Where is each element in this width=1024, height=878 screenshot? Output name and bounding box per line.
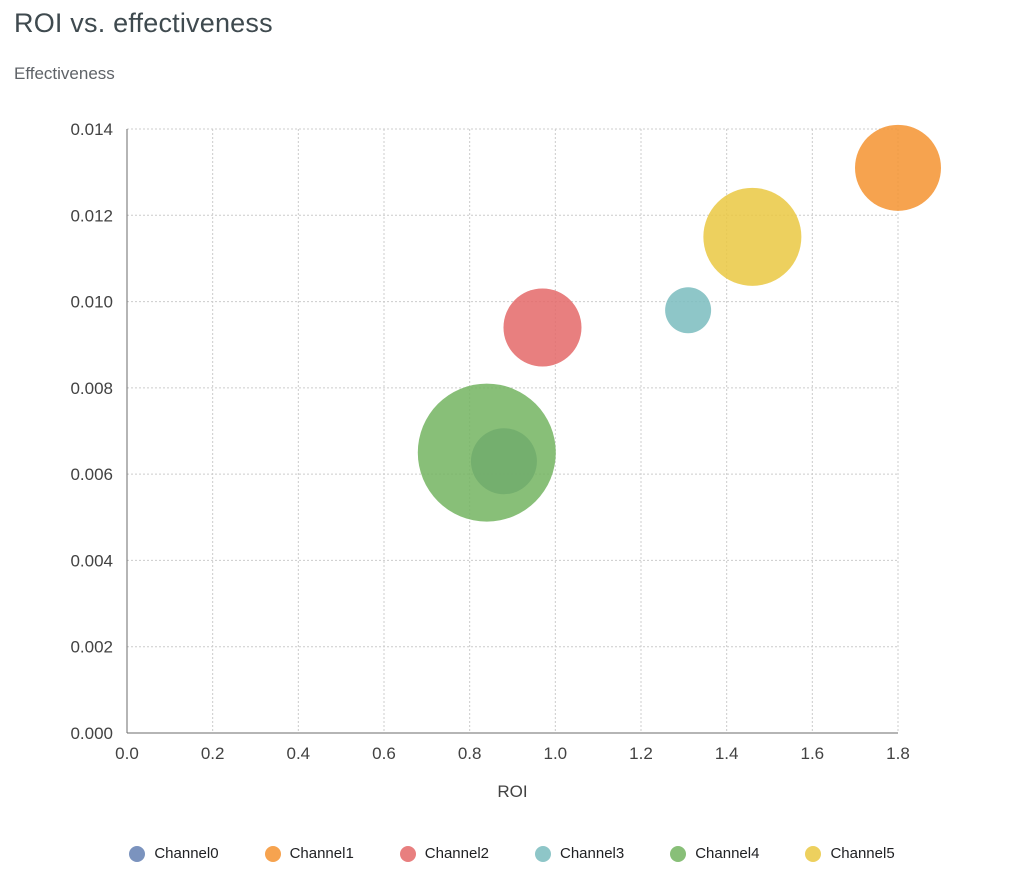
x-tick-label: 1.6: [801, 744, 825, 763]
legend-label: Channel0: [154, 845, 219, 862]
legend-label: Channel5: [830, 845, 895, 862]
legend-label: Channel3: [560, 845, 625, 862]
legend-item-channel2: Channel2: [399, 845, 489, 862]
y-tick-label: 0.012: [70, 206, 113, 225]
legend-label: Channel2: [424, 845, 489, 862]
x-tick-label: 1.2: [629, 744, 653, 763]
bubble-channel1[interactable]: [855, 124, 941, 211]
legend-marker-icon: [129, 845, 146, 862]
x-tick-label: 1.0: [544, 744, 568, 763]
x-tick-label: 0.4: [287, 744, 311, 763]
legend-item-channel1: Channel1: [264, 845, 354, 862]
legend-label: Channel1: [289, 845, 354, 862]
y-tick-label: 0.006: [70, 465, 113, 484]
chart-legend: Channel0 Channel1 Channel2 Channel3 Channel4…: [0, 845, 1024, 862]
x-tick-label: 1.4: [715, 744, 739, 763]
legend-marker-icon: [805, 845, 822, 862]
y-axis-title: Effectiveness: [14, 64, 115, 83]
x-tick-label: 0.8: [458, 744, 482, 763]
bubble-channel5[interactable]: [703, 187, 802, 286]
x-tick-label: 1.8: [886, 744, 910, 763]
x-axis-title: ROI: [497, 782, 528, 801]
y-tick-label: 0.000: [70, 724, 113, 743]
legend-marker-icon: [535, 845, 551, 862]
bubble-chart: 0.0 0.2 0.4 0.6 0.8 1.0 1.2 1.4 1.6 1.8 0.000 0.002…: [70, 120, 941, 763]
legend-marker-icon: [264, 845, 281, 862]
bubbles: [417, 124, 941, 522]
legend-marker-icon: [399, 845, 416, 862]
legend-item-channel5: Channel5: [805, 845, 895, 862]
chart-title: ROI vs. effectiveness: [14, 8, 273, 38]
y-tick-label: 0.004: [70, 551, 113, 570]
y-tick-label: 0.002: [70, 638, 113, 657]
y-tick-label: 0.010: [70, 293, 113, 312]
axis-lines: [126, 129, 898, 734]
legend-marker-icon: [670, 845, 687, 862]
y-tick-label: 0.014: [70, 120, 113, 139]
y-tick-label: 0.008: [70, 379, 113, 398]
legend-item-channel4: Channel4: [670, 845, 759, 862]
x-tick-label: 0.2: [201, 744, 225, 763]
bubble-channel2[interactable]: [503, 288, 582, 367]
legend-item-channel3: Channel3: [535, 845, 624, 862]
legend-label: Channel4: [695, 845, 760, 862]
bubble-channel3[interactable]: [665, 287, 712, 334]
bubble-channel4[interactable]: [417, 383, 556, 522]
tick-labels: 0.0 0.2 0.4 0.6 0.8 1.0 1.2 1.4 1.6 1.8 0.000 0.002…: [70, 120, 909, 763]
x-tick-label: 0.6: [372, 744, 396, 763]
x-tick-label: 0.0: [115, 744, 139, 763]
legend-item-channel0: Channel0: [129, 845, 219, 862]
